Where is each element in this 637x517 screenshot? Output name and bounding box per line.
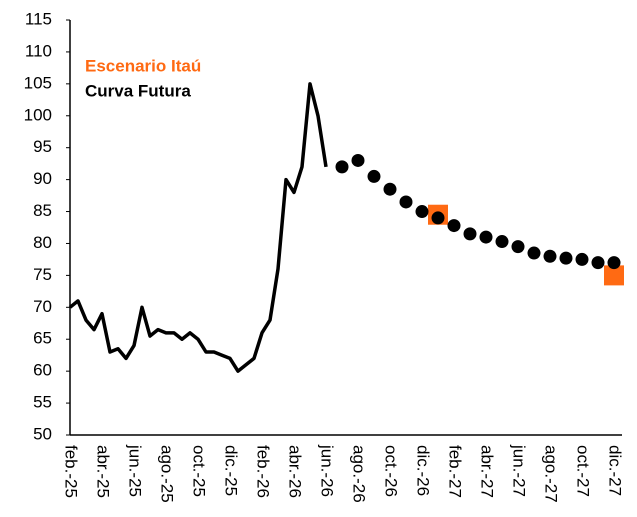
dot-marker [383, 182, 397, 196]
dot-marker [607, 256, 621, 270]
dot-marker [463, 227, 477, 241]
dot-marker [399, 195, 413, 209]
dot-marker [511, 240, 525, 254]
y-tick-label: 105 [24, 73, 52, 92]
dot-marker [351, 153, 365, 167]
y-tick-label: 60 [33, 361, 52, 380]
y-tick-label: 95 [33, 137, 52, 156]
y-tick-label: 115 [25, 9, 52, 28]
x-tick-label: jun.-27 [510, 444, 529, 497]
y-tick-label: 90 [33, 169, 52, 188]
dot-marker [591, 256, 605, 270]
x-tick-label: feb.-26 [254, 445, 273, 498]
x-tick-label: oct.-25 [190, 445, 209, 497]
legend-entry: Curva Futura [85, 81, 191, 100]
y-tick-label: 110 [25, 41, 52, 60]
dot-marker [335, 160, 349, 174]
x-tick-label: ago.-27 [542, 445, 561, 503]
x-tick-label: feb.-27 [446, 445, 465, 498]
y-tick-label: 55 [33, 393, 52, 412]
dot-marker [559, 251, 573, 265]
x-tick-label: oct.-26 [382, 445, 401, 497]
x-tick-label: dic.-25 [222, 445, 241, 496]
dot-marker [575, 252, 589, 266]
x-tick-label: dic.-27 [606, 445, 625, 496]
x-tick-label: jun.-25 [126, 444, 145, 497]
x-tick-label: abr.-26 [286, 445, 305, 498]
legend-entry: Escenario Itaú [85, 56, 201, 75]
y-tick-label: 85 [33, 201, 52, 220]
x-tick-label: ago.-26 [350, 445, 369, 503]
x-tick-label: jun.-26 [318, 444, 337, 497]
y-tick-label: 50 [33, 424, 52, 443]
dot-marker [415, 205, 429, 219]
y-tick-label: 70 [33, 297, 52, 316]
dot-marker [367, 169, 381, 183]
x-tick-label: feb.-25 [62, 445, 81, 498]
x-tick-label: abr.-27 [478, 445, 497, 498]
y-tick-label: 75 [33, 265, 52, 284]
square-marker [604, 265, 624, 286]
dot-marker [543, 249, 557, 263]
dot-marker [495, 235, 509, 249]
dot-marker [479, 230, 493, 244]
y-tick-label: 100 [24, 105, 52, 124]
dot-marker [527, 246, 541, 260]
y-tick-label: 65 [33, 329, 52, 348]
price-line [68, 82, 328, 373]
x-tick-label: oct.-27 [574, 445, 593, 497]
x-tick-label: abr.-25 [94, 445, 113, 498]
dot-marker [447, 219, 461, 233]
y-tick-label: 80 [33, 233, 52, 252]
x-tick-label: dic.-26 [414, 445, 433, 496]
x-tick-label: ago.-25 [158, 445, 177, 503]
dot-marker [431, 211, 445, 225]
